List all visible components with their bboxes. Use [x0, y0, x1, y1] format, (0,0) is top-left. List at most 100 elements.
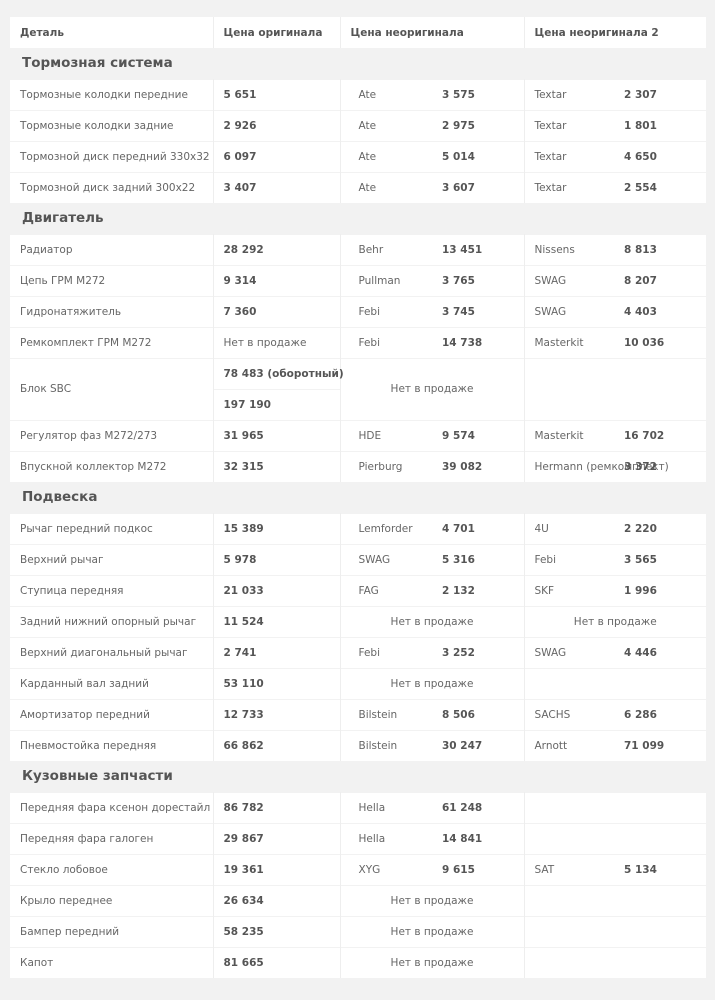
table-row: Капот 81 665 Нет в продаже — [10, 946, 706, 978]
parts-price-table: Деталь Цена оригинала Цена неоригинала Ц… — [10, 17, 706, 978]
original-price: 26 634 — [213, 884, 341, 916]
alt2-empty — [524, 915, 706, 947]
alt2-price: 3 372 — [614, 450, 706, 482]
alt1-price: 14 841 — [432, 822, 525, 854]
alt2-empty — [524, 946, 706, 978]
part-name: Стекло лобовое — [10, 853, 214, 885]
alt1-brand: Ate — [340, 140, 432, 172]
alt2-price: 4 403 — [614, 295, 706, 327]
alt2-price: 6 286 — [614, 698, 706, 730]
alt1-price: 39 082 — [432, 450, 525, 482]
alt2-empty — [524, 822, 706, 854]
table-row: Верхний диагональный рычаг 2 741 Febi 3 252… — [10, 636, 706, 668]
part-name: Карданный вал задний — [10, 667, 214, 699]
table-row: Амортизатор передний 12 733 Bilstein 8 506 S… — [10, 698, 706, 730]
alt2-brand: 4U — [524, 512, 614, 544]
alt2-brand: Textar — [524, 78, 614, 110]
original-price: 29 867 — [213, 822, 341, 854]
alt1-brand: XYG — [340, 853, 432, 885]
table-header: Деталь Цена оригинала Цена неоригинала Ц… — [10, 17, 706, 48]
alt1-brand: Febi — [340, 295, 432, 327]
alt2-brand: SWAG — [524, 295, 614, 327]
alt1-brand: Ate — [340, 171, 432, 203]
part-name: Задний нижний опорный рычаг — [10, 605, 214, 637]
alt2-price: 2 307 — [614, 78, 706, 110]
part-name: Блок SBC — [10, 357, 214, 420]
alt2-brand: Textar — [524, 171, 614, 203]
original-price: 2 926 — [213, 109, 341, 141]
alt2-not-for-sale: Нет в продаже — [524, 605, 706, 637]
table-row: Верхний рычаг 5 978 SWAG 5 316 Febi 3 565 — [10, 543, 706, 575]
alt2-price: 5 134 — [614, 853, 706, 885]
part-name: Цепь ГРМ М272 — [10, 264, 214, 296]
alt1-brand: Behr — [340, 233, 432, 265]
table-row: Карданный вал задний 53 110 Нет в продаже — [10, 667, 706, 699]
alt1-not-for-sale: Нет в продаже — [340, 357, 525, 420]
alt2-brand: Masterkit — [524, 326, 614, 358]
table-row: Тормозной диск передний 330x32 6 097 Ate 5 … — [10, 140, 706, 172]
section-header: Тормозная система — [10, 48, 706, 79]
alt2-brand: SWAG — [524, 636, 614, 668]
original-price: 31 965 — [213, 419, 341, 451]
alt2-brand: Febi — [524, 543, 614, 575]
alt1-brand: Febi — [340, 326, 432, 358]
part-name: Тормозной диск задний 300x22 — [10, 171, 214, 203]
alt2-brand: SACHS — [524, 698, 614, 730]
part-name: Рычаг передний подкос — [10, 512, 214, 544]
alt2-brand: SWAG — [524, 264, 614, 296]
alt2-brand: SKF — [524, 574, 614, 606]
alt1-brand: FAG — [340, 574, 432, 606]
alt2-brand: Arnott — [524, 729, 614, 761]
alt1-price: 5 316 — [432, 543, 525, 575]
alt1-price: 14 738 — [432, 326, 525, 358]
original-price: 78 483 (оборотный) — [213, 357, 344, 389]
part-name: Амортизатор передний — [10, 698, 214, 730]
parts-price-table-container: Деталь Цена оригинала Цена неоригинала Ц… — [10, 17, 706, 978]
header-detail: Деталь — [10, 17, 214, 48]
original-price: 28 292 — [213, 233, 341, 265]
alt1-price: 5 014 — [432, 140, 525, 172]
alt1-brand: Ate — [340, 109, 432, 141]
table-row: Радиатор 28 292 Behr 13 451 Nissens 8 813 — [10, 233, 706, 265]
table-row: Бампер передний 58 235 Нет в продаже — [10, 915, 706, 947]
alt1-brand: Febi — [340, 636, 432, 668]
original-price: Нет в продаже — [213, 326, 341, 358]
alt1-price: 3 607 — [432, 171, 525, 203]
original-price: 7 360 — [213, 295, 341, 327]
alt1-brand: Hella — [340, 791, 432, 823]
original-price: 15 389 — [213, 512, 341, 544]
part-name: Тормозной диск передний 330x32 — [10, 140, 214, 172]
alt1-price: 30 247 — [432, 729, 525, 761]
part-name: Бампер передний — [10, 915, 214, 947]
alt2-price: 8 813 — [614, 233, 706, 265]
alt1-price: 3 765 — [432, 264, 525, 296]
part-name: Верхний диагональный рычаг — [10, 636, 214, 668]
table-row: Тормозной диск задний 300x22 3 407 Ate 3 60… — [10, 171, 706, 203]
original-price: 66 862 — [213, 729, 341, 761]
part-name: Верхний рычаг — [10, 543, 214, 575]
alt2-price: 16 702 — [614, 419, 706, 451]
alt2-brand: Textar — [524, 140, 614, 172]
alt1-price: 9 615 — [432, 853, 525, 885]
original-price: 3 407 — [213, 171, 341, 203]
part-name: Капот — [10, 946, 214, 978]
alt2-empty — [524, 791, 706, 823]
original-price-alt: 197 190 — [213, 388, 341, 420]
alt1-price: 9 574 — [432, 419, 525, 451]
table-row: Регулятор фаз М272/273 31 965 HDE 9 574 Mast… — [10, 419, 706, 451]
alt2-empty — [524, 667, 706, 699]
original-price: 32 315 — [213, 450, 341, 482]
original-price: 11 524 — [213, 605, 341, 637]
alt2-price: 2 220 — [614, 512, 706, 544]
alt1-brand: Pullman — [340, 264, 432, 296]
alt2-price: 8 207 — [614, 264, 706, 296]
alt1-price: 4 701 — [432, 512, 525, 544]
alt1-brand: Hella — [340, 822, 432, 854]
header-alt1: Цена неоригинала — [340, 17, 525, 48]
alt1-price: 3 575 — [432, 78, 525, 110]
table-row: Ремкомплект ГРМ М272 Нет в продаже Febi 14 … — [10, 326, 706, 358]
part-name: Гидронатяжитель — [10, 295, 214, 327]
alt2-brand: Masterkit — [524, 419, 614, 451]
original-price: 53 110 — [213, 667, 341, 699]
table-row: Пневмостойка передняя 66 862 Bilstein 30 24… — [10, 729, 706, 761]
